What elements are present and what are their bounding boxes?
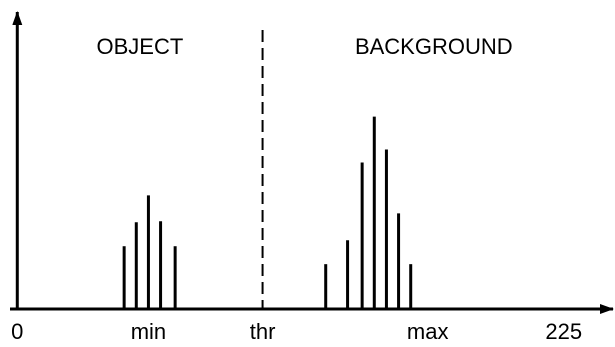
x-tick-label: min (131, 319, 166, 344)
x-tick-label: 225 (545, 319, 582, 344)
x-tick-label: thr (250, 319, 276, 344)
x-tick-label: max (407, 319, 449, 344)
region-label: BACKGROUND (355, 34, 513, 59)
region-label: OBJECT (97, 34, 184, 59)
x-tick-label: 0 (11, 319, 23, 344)
